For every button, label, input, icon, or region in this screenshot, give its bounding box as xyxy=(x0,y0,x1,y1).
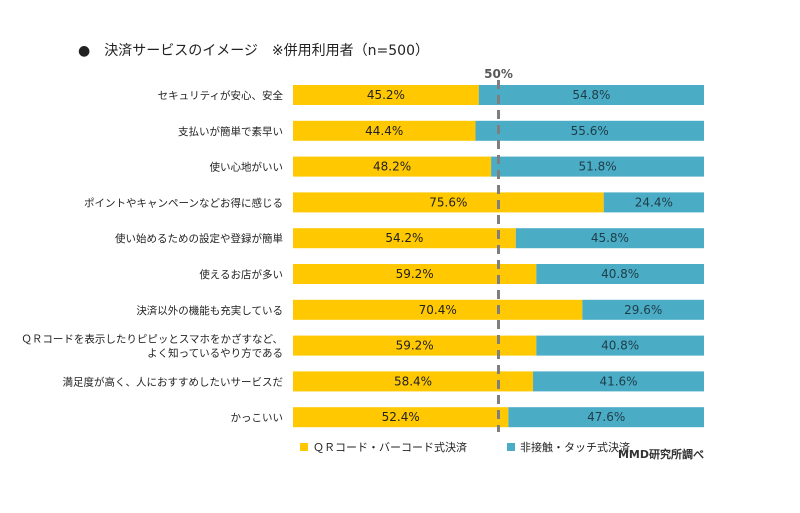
data-label-qr-5: 59.2% xyxy=(396,267,434,281)
category-label-8: 満足度が高く、人におすすめしたいサービスだ xyxy=(63,375,284,388)
bar-segment-contactless-2 xyxy=(491,156,704,177)
bar-segment-qr-1 xyxy=(293,120,476,141)
category-label-9: かっこいい xyxy=(231,412,284,424)
data-label-contactless-4: 45.8% xyxy=(591,231,629,245)
category-label-4: 使い始めるための設定や登録が簡単 xyxy=(115,232,283,245)
data-label-qr-6: 70.4% xyxy=(419,303,457,317)
source-note: MMD研究所調べ xyxy=(617,448,704,461)
bar-segment-contactless-4 xyxy=(515,228,704,249)
bar-segment-qr-4 xyxy=(293,228,516,249)
data-label-contactless-7: 40.8% xyxy=(601,339,639,353)
legend: ＱＲコード・バーコード式決済 非接触・タッチ式決済 xyxy=(300,439,630,455)
legend-item-qr: ＱＲコード・バーコード式決済 xyxy=(300,439,467,455)
bar-segment-contactless-6 xyxy=(582,299,704,320)
category-label-7: ＱＲコードを表示したりピピッとスマホをかざすなど、よく知っているやり方である xyxy=(21,333,283,360)
legend-swatch-contactless xyxy=(507,443,515,451)
data-label-contactless-8: 41.6% xyxy=(599,374,637,388)
category-label-3: ポイントやキャンペーンなどお得に感じる xyxy=(84,196,283,209)
data-label-qr-2: 48.2% xyxy=(373,160,411,174)
chart-title: ● 決済サービスのイメージ ※併用利用者（n=500） xyxy=(78,43,429,59)
bar-segment-qr-5 xyxy=(293,264,537,284)
bar-segment-qr-9 xyxy=(293,407,509,428)
bar-segment-contactless-0 xyxy=(478,85,704,105)
data-label-contactless-5: 40.8% xyxy=(601,267,639,281)
data-label-qr-9: 52.4% xyxy=(382,410,420,424)
legend-item-contactless: 非接触・タッチ式決済 xyxy=(507,439,630,455)
category-label-0: セキュリティが安心、安全 xyxy=(158,89,284,102)
data-label-contactless-6: 29.6% xyxy=(624,303,662,317)
bar-segment-contactless-8 xyxy=(533,371,704,392)
bar-segment-qr-8 xyxy=(293,371,534,392)
legend-label-contactless: 非接触・タッチ式決済 xyxy=(520,441,630,454)
category-label-2: 使い心地がいい xyxy=(210,161,284,174)
legend-label-qr: ＱＲコード・バーコード式決済 xyxy=(313,441,467,454)
bar-segment-qr-0 xyxy=(293,85,479,105)
bar-segment-contactless-5 xyxy=(536,264,704,284)
bar-segment-contactless-7 xyxy=(536,335,704,356)
bar-segment-contactless-3 xyxy=(603,192,704,213)
bar-segment-qr-6 xyxy=(293,299,583,320)
bar-segment-contactless-1 xyxy=(475,120,704,141)
legend-swatch-qr xyxy=(300,443,308,451)
data-label-qr-1: 44.4% xyxy=(365,124,403,138)
bar-segment-contactless-9 xyxy=(508,407,704,428)
category-label-5: 使えるお店が多い xyxy=(199,268,283,281)
bar-segment-qr-2 xyxy=(293,156,492,177)
data-label-qr-3: 75.6% xyxy=(429,195,467,209)
category-label-1: 支払いが簡単で素早い xyxy=(178,125,283,138)
data-label-qr-7: 59.2% xyxy=(396,339,434,353)
data-label-qr-8: 58.4% xyxy=(394,374,432,388)
data-label-qr-0: 45.2% xyxy=(367,88,405,102)
data-label-contactless-0: 54.8% xyxy=(572,88,610,102)
bar-segment-qr-3 xyxy=(293,192,604,213)
reference-line-label: 50% xyxy=(484,67,513,81)
data-label-contactless-9: 47.6% xyxy=(587,410,625,424)
bar-segment-qr-7 xyxy=(293,335,537,356)
data-label-contactless-3: 24.4% xyxy=(635,195,673,209)
category-label-6: 決済以外の機能も充実している xyxy=(136,304,283,317)
data-label-contactless-2: 51.8% xyxy=(578,160,616,174)
data-label-qr-4: 54.2% xyxy=(385,231,423,245)
data-label-contactless-1: 55.6% xyxy=(571,124,609,138)
